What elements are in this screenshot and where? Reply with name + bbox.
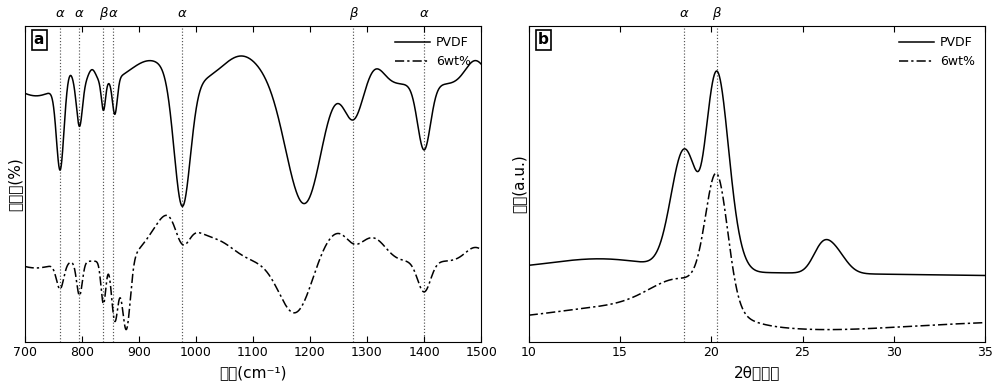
Text: α: α	[109, 7, 118, 20]
Text: β: β	[349, 7, 358, 20]
Line: 6wt%: 6wt%	[25, 215, 481, 330]
Line: PVDF: PVDF	[529, 71, 985, 276]
PVDF	[214, 65, 226, 70]
Text: α: α	[178, 7, 187, 20]
Text: a: a	[34, 32, 44, 47]
6wt%	[19, 264, 31, 269]
PVDF	[176, 204, 188, 209]
6wt%	[214, 238, 226, 243]
6wt%	[710, 171, 722, 176]
6wt%	[883, 325, 895, 330]
PVDF	[211, 68, 223, 73]
6wt%	[745, 317, 757, 322]
PVDF	[733, 229, 745, 234]
PVDF	[461, 65, 473, 69]
6wt%	[160, 213, 172, 217]
6wt%	[120, 327, 132, 332]
6wt%	[546, 310, 558, 315]
Text: α: α	[420, 7, 428, 20]
PVDF	[711, 68, 723, 73]
Text: α: α	[680, 7, 688, 20]
Text: β: β	[99, 7, 108, 20]
PVDF	[475, 62, 487, 67]
Text: β: β	[713, 7, 721, 20]
6wt%	[350, 242, 362, 247]
PVDF	[966, 273, 978, 277]
6wt%	[461, 249, 473, 253]
6wt%	[733, 295, 745, 300]
X-axis label: 2θ（度）: 2θ（度）	[734, 365, 780, 380]
PVDF	[439, 82, 451, 87]
Line: PVDF: PVDF	[25, 56, 481, 206]
Text: α: α	[56, 7, 64, 20]
6wt%	[979, 320, 991, 325]
Text: α: α	[75, 7, 84, 20]
PVDF	[979, 273, 991, 278]
6wt%	[523, 313, 535, 317]
6wt%	[211, 237, 223, 241]
PVDF	[235, 54, 247, 58]
PVDF	[546, 260, 558, 265]
PVDF	[523, 263, 535, 268]
PVDF	[966, 273, 978, 277]
Y-axis label: 透过率(%): 透过率(%)	[7, 157, 22, 211]
6wt%	[439, 259, 451, 264]
Legend: PVDF, 6wt%: PVDF, 6wt%	[391, 32, 475, 72]
PVDF	[236, 54, 248, 58]
Y-axis label: 强度(a.u.): 强度(a.u.)	[511, 154, 526, 213]
PVDF	[19, 91, 31, 96]
X-axis label: 波长(cm⁻¹): 波长(cm⁻¹)	[219, 365, 287, 380]
6wt%	[236, 253, 248, 257]
PVDF	[882, 272, 894, 277]
PVDF	[745, 264, 757, 269]
Text: b: b	[538, 32, 549, 47]
Legend: PVDF, 6wt%: PVDF, 6wt%	[895, 32, 979, 72]
6wt%	[822, 327, 834, 332]
Line: 6wt%: 6wt%	[529, 173, 985, 330]
6wt%	[966, 321, 978, 325]
PVDF	[350, 114, 362, 118]
6wt%	[475, 247, 487, 252]
6wt%	[966, 321, 978, 325]
